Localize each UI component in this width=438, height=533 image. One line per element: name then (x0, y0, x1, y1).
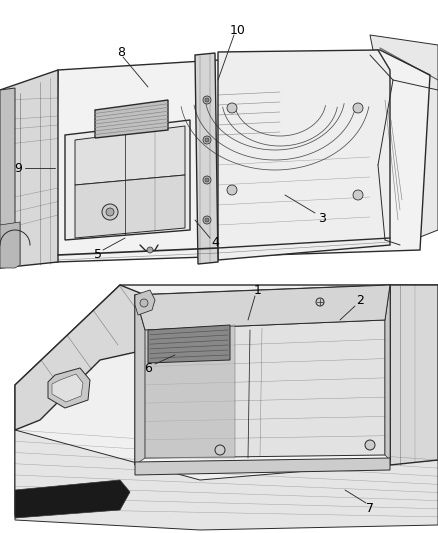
Circle shape (205, 178, 209, 182)
Circle shape (353, 103, 363, 113)
Circle shape (205, 98, 209, 102)
Polygon shape (135, 458, 390, 475)
Circle shape (203, 216, 211, 224)
Polygon shape (75, 175, 185, 238)
Polygon shape (15, 285, 145, 430)
Polygon shape (135, 295, 145, 465)
Polygon shape (135, 290, 155, 315)
Polygon shape (55, 50, 430, 262)
Text: 1: 1 (254, 285, 262, 297)
Polygon shape (0, 70, 58, 268)
Circle shape (353, 190, 363, 200)
Circle shape (205, 218, 209, 222)
Polygon shape (65, 120, 190, 240)
Circle shape (316, 298, 324, 306)
Text: 10: 10 (230, 23, 246, 36)
Circle shape (203, 96, 211, 104)
Polygon shape (15, 430, 438, 530)
Circle shape (147, 247, 153, 253)
Polygon shape (145, 325, 235, 458)
Polygon shape (135, 285, 390, 330)
Circle shape (106, 208, 114, 216)
Circle shape (203, 176, 211, 184)
Polygon shape (15, 480, 130, 518)
Circle shape (205, 138, 209, 142)
Circle shape (140, 299, 148, 307)
Polygon shape (385, 285, 390, 460)
Text: 2: 2 (356, 295, 364, 308)
Text: 5: 5 (94, 248, 102, 262)
Circle shape (102, 204, 118, 220)
Circle shape (215, 445, 225, 455)
Polygon shape (218, 50, 390, 260)
Circle shape (227, 103, 237, 113)
Polygon shape (48, 368, 90, 408)
Circle shape (203, 136, 211, 144)
Polygon shape (390, 285, 438, 465)
Text: 6: 6 (144, 361, 152, 375)
Text: 3: 3 (318, 212, 326, 224)
Polygon shape (0, 88, 15, 268)
Polygon shape (195, 53, 218, 264)
Polygon shape (0, 28, 438, 268)
Text: 4: 4 (211, 237, 219, 249)
Polygon shape (75, 126, 185, 185)
Polygon shape (135, 285, 390, 465)
Text: 9: 9 (14, 161, 22, 174)
Circle shape (227, 185, 237, 195)
Circle shape (365, 440, 375, 450)
Polygon shape (145, 320, 385, 458)
Polygon shape (15, 285, 438, 525)
Polygon shape (0, 280, 438, 533)
Polygon shape (0, 222, 20, 268)
Polygon shape (52, 374, 83, 402)
Text: 8: 8 (117, 45, 125, 59)
Text: 7: 7 (366, 502, 374, 514)
Polygon shape (370, 35, 438, 245)
Polygon shape (148, 325, 230, 363)
Polygon shape (95, 100, 168, 138)
